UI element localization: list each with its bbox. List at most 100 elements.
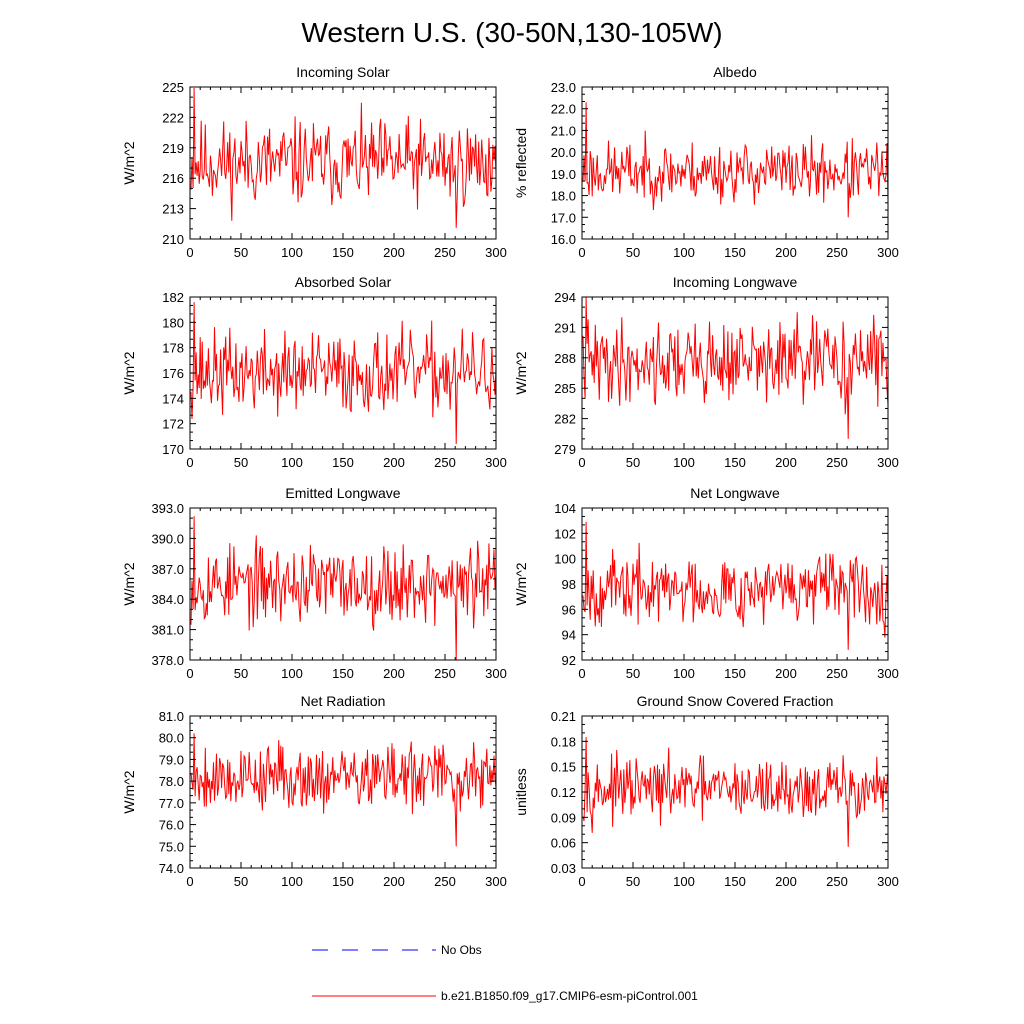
x-tick-label: 200 — [775, 455, 797, 470]
x-tick-label: 200 — [383, 874, 405, 889]
y-axis-label: W/m^2 — [121, 562, 137, 605]
y-tick-label: 0.06 — [551, 836, 576, 851]
x-tick-label: 300 — [877, 455, 899, 470]
y-tick-label: 17.0 — [551, 210, 576, 225]
panel-title: Net Longwave — [690, 485, 780, 501]
x-tick-label: 100 — [673, 874, 695, 889]
y-tick-label: 74.0 — [159, 861, 184, 876]
y-tick-label: 0.18 — [551, 734, 576, 749]
x-tick-label: 300 — [485, 455, 507, 470]
y-tick-label: 180 — [162, 315, 184, 330]
y-tick-label: 176 — [162, 366, 184, 381]
y-tick-label: 219 — [162, 141, 184, 156]
x-tick-label: 150 — [332, 455, 354, 470]
series-line — [190, 516, 497, 661]
y-axis-label: unitless — [513, 768, 529, 815]
y-tick-label: 22.0 — [551, 102, 576, 117]
x-tick-label: 100 — [281, 455, 303, 470]
y-tick-label: 216 — [162, 171, 184, 186]
panel-title: Incoming Longwave — [673, 274, 798, 290]
x-tick-label: 50 — [626, 455, 640, 470]
x-tick-label: 50 — [626, 666, 640, 681]
panel-5: Net Longwave W/m^2 0 50 100 150 200 250 300 92 94 9… — [513, 485, 899, 681]
x-tick-label: 300 — [485, 666, 507, 681]
y-tick-label: 94 — [562, 628, 576, 643]
y-tick-label: 81.0 — [159, 709, 184, 724]
y-tick-label: 16.0 — [551, 232, 576, 247]
series-line — [582, 737, 889, 847]
x-tick-label: 250 — [826, 874, 848, 889]
x-tick-label: 100 — [281, 874, 303, 889]
legend-label-no-obs: No Obs — [441, 943, 482, 957]
panel-title: Absorbed Solar — [295, 274, 392, 290]
x-tick-label: 0 — [578, 874, 585, 889]
legend-label-model: b.e21.B1850.f09_g17.CMIP6-esm-piControl.… — [441, 989, 698, 1003]
y-tick-label: 294 — [554, 290, 576, 305]
series-line — [582, 102, 889, 218]
series-line — [582, 296, 889, 439]
x-tick-label: 150 — [332, 666, 354, 681]
x-tick-label: 0 — [578, 455, 585, 470]
y-tick-label: 78.0 — [159, 774, 184, 789]
x-tick-label: 0 — [186, 874, 193, 889]
x-tick-label: 300 — [485, 245, 507, 260]
x-tick-label: 50 — [234, 666, 248, 681]
y-tick-label: 182 — [162, 290, 184, 305]
y-tick-label: 381.0 — [151, 623, 184, 638]
y-tick-label: 210 — [162, 232, 184, 247]
y-tick-label: 75.0 — [159, 839, 184, 854]
y-tick-label: 20.0 — [551, 145, 576, 160]
y-tick-label: 225 — [162, 80, 184, 95]
y-tick-label: 285 — [554, 381, 576, 396]
y-tick-label: 174 — [162, 391, 184, 406]
y-tick-label: 96 — [562, 602, 576, 617]
x-tick-label: 200 — [383, 245, 405, 260]
y-tick-label: 80.0 — [159, 731, 184, 746]
y-tick-label: 279 — [554, 442, 576, 457]
y-tick-label: 19.0 — [551, 167, 576, 182]
y-tick-label: 387.0 — [151, 562, 184, 577]
panel-title: Net Radiation — [301, 693, 386, 709]
x-tick-label: 100 — [281, 245, 303, 260]
x-tick-label: 0 — [578, 245, 585, 260]
x-tick-label: 200 — [383, 455, 405, 470]
x-tick-label: 250 — [826, 245, 848, 260]
x-tick-label: 200 — [775, 666, 797, 681]
y-tick-label: 0.12 — [551, 785, 576, 800]
x-tick-label: 150 — [724, 245, 746, 260]
y-tick-label: 102 — [554, 526, 576, 541]
y-tick-label: 390.0 — [151, 531, 184, 546]
x-tick-label: 250 — [434, 666, 456, 681]
x-tick-label: 250 — [434, 455, 456, 470]
x-tick-label: 200 — [775, 245, 797, 260]
y-tick-label: 213 — [162, 202, 184, 217]
y-tick-label: 288 — [554, 351, 576, 366]
x-tick-label: 200 — [775, 874, 797, 889]
y-tick-label: 100 — [554, 552, 576, 567]
y-tick-label: 0.21 — [551, 709, 576, 724]
y-tick-label: 77.0 — [159, 796, 184, 811]
x-tick-label: 150 — [332, 245, 354, 260]
x-tick-label: 100 — [673, 666, 695, 681]
x-tick-label: 250 — [826, 666, 848, 681]
panel-4: Emitted Longwave W/m^2 0 50 100 150 200 250 300 3… — [121, 485, 507, 681]
x-tick-label: 250 — [434, 874, 456, 889]
y-tick-label: 384.0 — [151, 592, 184, 607]
x-tick-label: 100 — [673, 245, 695, 260]
panel-title: Incoming Solar — [296, 64, 390, 80]
y-axis-label: W/m^2 — [121, 351, 137, 394]
series-line — [190, 87, 497, 228]
y-axis-label: W/m^2 — [513, 351, 529, 394]
y-tick-label: 104 — [554, 501, 576, 516]
x-tick-label: 300 — [877, 245, 899, 260]
y-tick-label: 98 — [562, 577, 576, 592]
y-tick-label: 393.0 — [151, 501, 184, 516]
figure-title: Western U.S. (30-50N,130-105W) — [301, 17, 722, 48]
panel-title: Emitted Longwave — [285, 485, 400, 501]
panel-1: Albedo % reflected 0 50 100 150 200 250 300 16.0 1… — [513, 64, 899, 260]
x-tick-label: 250 — [434, 245, 456, 260]
y-tick-label: 378.0 — [151, 653, 184, 668]
panel-6: Net Radiation W/m^2 0 50 100 150 200 250 300 74.0… — [121, 693, 507, 889]
series-line — [582, 521, 889, 650]
y-tick-label: 0.15 — [551, 760, 576, 775]
